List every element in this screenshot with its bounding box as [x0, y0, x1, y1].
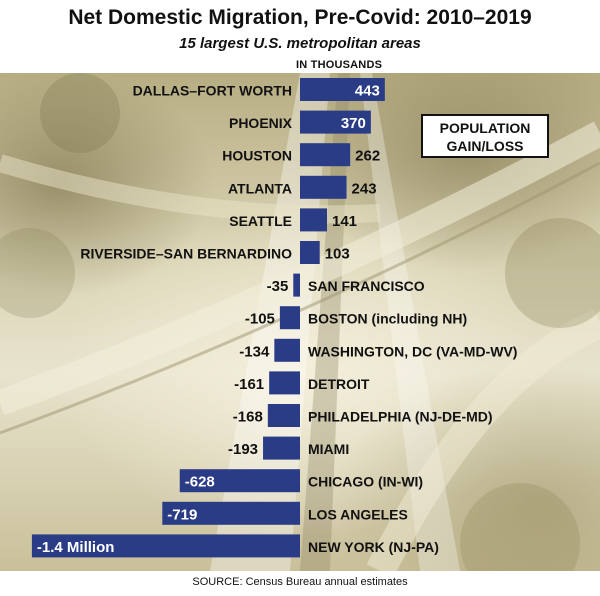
bar — [279, 306, 300, 330]
value-label: -161 — [234, 376, 264, 393]
category-label: WASHINGTON, DC (VA-MD-WV) — [308, 343, 517, 359]
bar — [300, 78, 385, 101]
value-label: -1.4 Million — [37, 539, 115, 556]
category-label: ATLANTA — [228, 180, 292, 196]
category-label: RIVERSIDE–SAN BERNARDINO — [80, 246, 292, 262]
source-note: SOURCE: Census Bureau annual estimates — [192, 576, 408, 588]
category-label: NEW YORK (NJ-PA) — [308, 539, 439, 555]
bar — [31, 534, 301, 558]
bar — [267, 404, 300, 427]
value-label: -105 — [245, 311, 275, 328]
legend-line-2: GAIN/LOSS — [446, 138, 524, 154]
bar — [274, 338, 300, 362]
category-label: LOS ANGELES — [308, 506, 408, 522]
legend-box: POPULATION GAIN/LOSS — [421, 114, 549, 158]
legend-line-1: POPULATION — [439, 120, 531, 136]
category-label: MIAMI — [308, 441, 349, 457]
category-label: PHOENIX — [229, 115, 293, 131]
category-label: SAN FRANCISCO — [308, 278, 425, 294]
bar — [179, 469, 300, 493]
value-label: -35 — [267, 278, 289, 295]
bar — [300, 110, 371, 134]
category-label: DETROIT — [308, 376, 370, 392]
bar — [300, 143, 351, 167]
value-label: -628 — [185, 474, 215, 491]
value-label: 443 — [355, 83, 380, 100]
category-label: PHILADELPHIA (NJ-DE-MD) — [308, 409, 493, 425]
category-label: SEATTLE — [229, 213, 292, 229]
category-label: HOUSTON — [222, 148, 292, 164]
value-label: -193 — [228, 441, 258, 458]
units-label: IN THOUSANDS — [296, 59, 383, 71]
category-label: BOSTON (including NH) — [308, 311, 467, 327]
bar — [269, 371, 300, 395]
bar — [263, 436, 300, 460]
bar — [300, 241, 320, 264]
value-label: 370 — [341, 115, 366, 132]
value-label: 141 — [332, 213, 357, 230]
bar — [300, 208, 328, 232]
chart-subtitle: 15 largest U.S. metropolitan areas — [179, 35, 421, 52]
bar — [162, 501, 300, 525]
bar — [300, 175, 347, 199]
value-label: 103 — [325, 246, 350, 263]
value-label: -719 — [167, 506, 197, 523]
value-label: 243 — [352, 180, 377, 197]
bar — [293, 273, 300, 297]
value-label: 262 — [355, 148, 380, 165]
value-label: -134 — [239, 343, 270, 360]
chart-title: Net Domestic Migration, Pre-Covid: 2010–… — [68, 6, 532, 29]
category-label: CHICAGO (IN-WI) — [308, 474, 423, 490]
value-label: -168 — [233, 409, 263, 426]
category-label: DALLAS–FORT WORTH — [133, 83, 292, 99]
